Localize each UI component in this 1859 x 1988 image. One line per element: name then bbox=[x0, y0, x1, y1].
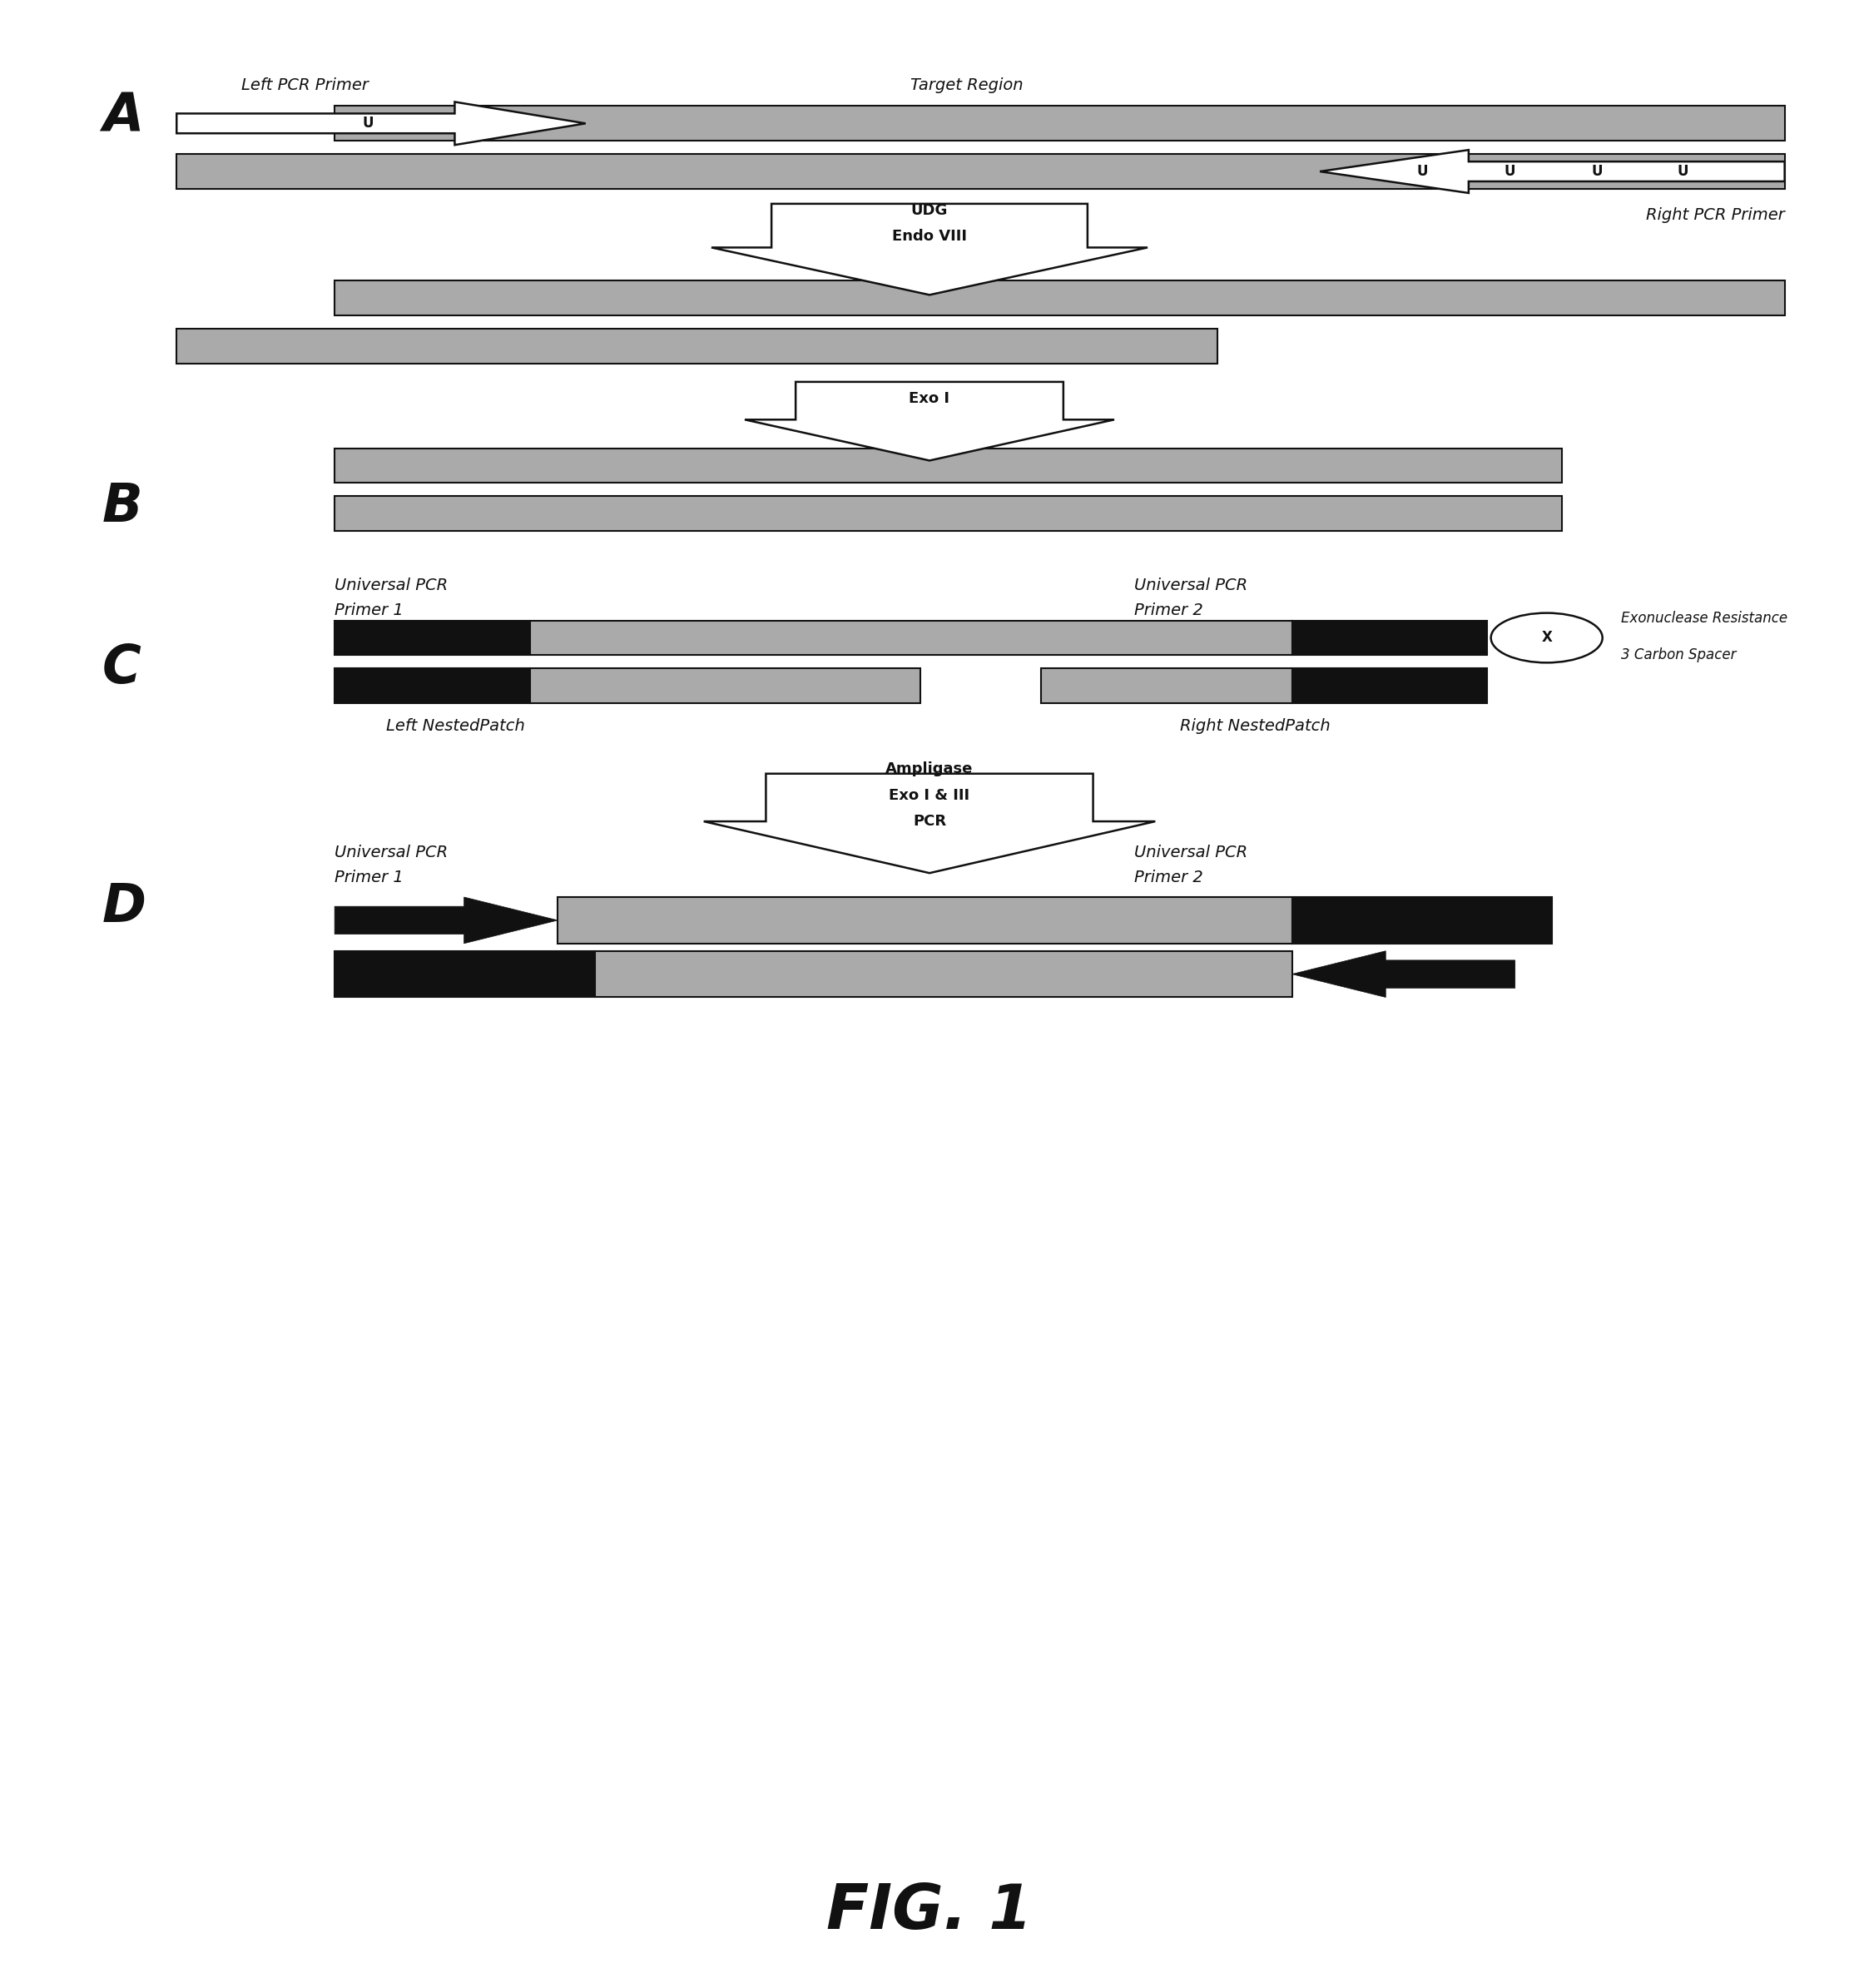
Bar bbox=[1041, 668, 1292, 704]
Text: PCR: PCR bbox=[913, 815, 946, 829]
Text: Universal PCR: Universal PCR bbox=[1134, 845, 1247, 861]
Text: Left PCR Primer: Left PCR Primer bbox=[242, 78, 368, 93]
Text: Exo I: Exo I bbox=[909, 392, 950, 406]
Bar bbox=[335, 447, 1562, 483]
Bar bbox=[1292, 897, 1552, 944]
Text: U: U bbox=[1677, 163, 1688, 179]
Bar bbox=[1292, 668, 1487, 704]
Bar bbox=[177, 153, 1785, 189]
Text: Right NestedPatch: Right NestedPatch bbox=[1180, 718, 1329, 734]
Polygon shape bbox=[1292, 950, 1515, 998]
Text: Right PCR Primer: Right PCR Primer bbox=[1645, 207, 1785, 223]
Text: U: U bbox=[1417, 163, 1428, 179]
Bar bbox=[335, 497, 1562, 531]
Polygon shape bbox=[335, 897, 558, 944]
Bar bbox=[335, 668, 530, 704]
Text: Left NestedPatch: Left NestedPatch bbox=[387, 718, 524, 734]
Bar bbox=[335, 280, 1785, 316]
Text: Exo I & III: Exo I & III bbox=[889, 787, 970, 803]
Bar bbox=[595, 950, 1292, 998]
Bar bbox=[177, 328, 1218, 364]
Polygon shape bbox=[705, 773, 1154, 873]
Polygon shape bbox=[712, 203, 1147, 294]
Text: Universal PCR: Universal PCR bbox=[1134, 577, 1247, 592]
Text: X: X bbox=[1541, 630, 1552, 646]
Polygon shape bbox=[745, 382, 1114, 461]
Bar bbox=[530, 620, 1292, 656]
Text: U: U bbox=[363, 115, 374, 131]
Text: Endo VIII: Endo VIII bbox=[892, 229, 967, 245]
Text: 3 Carbon Spacer: 3 Carbon Spacer bbox=[1621, 648, 1736, 662]
Text: Universal PCR: Universal PCR bbox=[335, 577, 448, 592]
Bar bbox=[335, 105, 1785, 141]
Text: Primer 2: Primer 2 bbox=[1134, 869, 1203, 885]
Text: C: C bbox=[102, 642, 141, 694]
Text: U: U bbox=[1504, 163, 1515, 179]
Text: Universal PCR: Universal PCR bbox=[335, 845, 448, 861]
Bar bbox=[335, 950, 595, 998]
Text: Exonuclease Resistance: Exonuclease Resistance bbox=[1621, 610, 1788, 626]
Text: UDG: UDG bbox=[911, 203, 948, 219]
Polygon shape bbox=[177, 101, 586, 145]
Circle shape bbox=[1491, 612, 1602, 662]
Text: FIG. 1: FIG. 1 bbox=[827, 1883, 1032, 1942]
Bar bbox=[558, 897, 1292, 944]
Text: Ampligase: Ampligase bbox=[885, 761, 974, 775]
Text: Target Region: Target Region bbox=[911, 78, 1022, 93]
Text: B: B bbox=[102, 481, 143, 533]
Polygon shape bbox=[1320, 149, 1785, 193]
Text: Primer 2: Primer 2 bbox=[1134, 602, 1203, 618]
Bar bbox=[1292, 620, 1487, 656]
Text: A: A bbox=[102, 91, 143, 143]
Bar bbox=[335, 620, 530, 656]
Text: D: D bbox=[102, 881, 147, 932]
Text: U: U bbox=[1591, 163, 1602, 179]
Text: Primer 1: Primer 1 bbox=[335, 602, 403, 618]
Bar bbox=[530, 668, 920, 704]
Text: Primer 1: Primer 1 bbox=[335, 869, 403, 885]
